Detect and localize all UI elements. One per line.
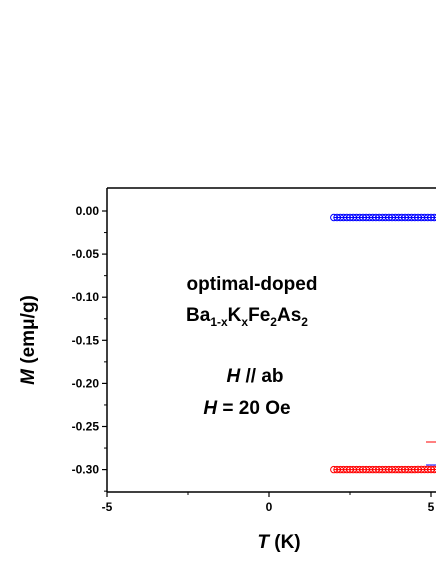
annotation-field-value: H = 20 Oe [203, 398, 290, 419]
y-tick-label: 0.00 [76, 204, 100, 218]
annotation-sample-type: optimal-doped [187, 274, 318, 295]
y-tick-label: -0.20 [72, 376, 100, 390]
formula-part: K [228, 305, 242, 326]
y-tick-label: -0.10 [72, 290, 100, 304]
x-tick-label: 5 [428, 500, 435, 514]
y-ticks: 0.00 -0.05 -0.10 -0.15 -0.20 -0.25 -0.30 [72, 204, 107, 492]
annotation-field-direction: H // ab [226, 366, 283, 387]
y-tick-label: -0.15 [72, 333, 100, 347]
x-tick-label: 0 [266, 500, 273, 514]
formula-part: Fe [248, 305, 270, 326]
formula-part: x [241, 315, 248, 329]
formula-part: As [277, 305, 301, 326]
series-1-point [433, 466, 436, 473]
data-layer [330, 213, 436, 474]
y-tick-label: -0.30 [72, 463, 100, 477]
annotation-formula: Ba1-xKxFe2As2 [186, 305, 308, 329]
series-1-point [430, 465, 436, 474]
x-tick-label: -5 [102, 500, 113, 514]
series-0-point [433, 214, 436, 221]
y-axis-title: M (emμ/g) [18, 295, 39, 385]
formula-part: 2 [301, 315, 308, 329]
x-ticks: -50510152025303540 [102, 492, 435, 514]
formula-part: 1-x [210, 315, 228, 329]
series-0-point [430, 213, 436, 222]
y-tick-label: -0.25 [72, 420, 100, 434]
x-axis-title: T (K) [257, 532, 300, 553]
y-tick-label: -0.05 [72, 247, 100, 261]
formula-part: Ba [186, 305, 211, 326]
formula-part: 2 [270, 315, 277, 329]
